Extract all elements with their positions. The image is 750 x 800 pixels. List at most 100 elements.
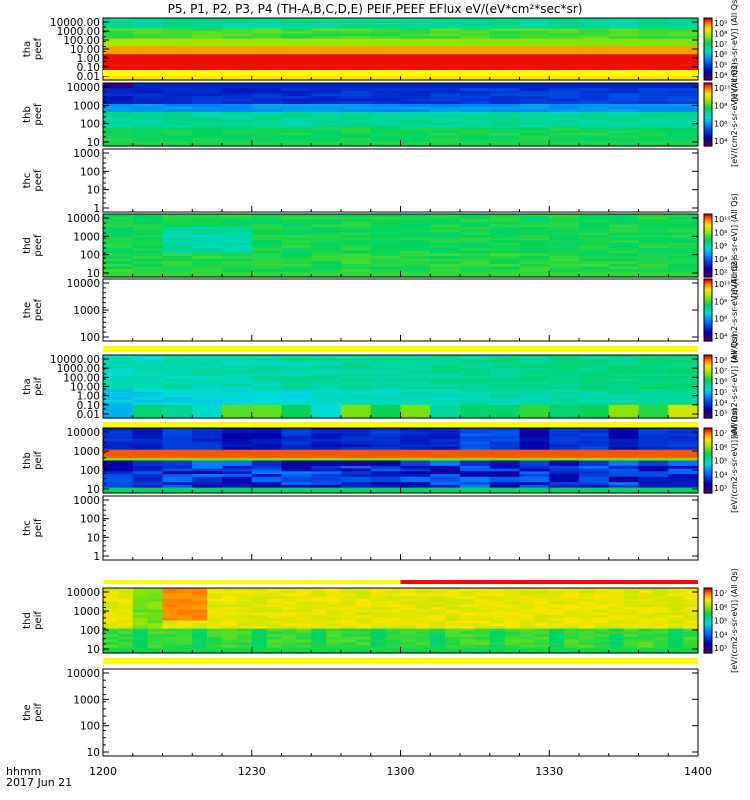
heat-cell xyxy=(474,609,491,613)
heat-cell xyxy=(489,235,521,239)
heat-cell xyxy=(534,612,550,616)
heat-cell xyxy=(668,18,699,22)
heat-cell xyxy=(370,394,402,398)
colorbar-cell xyxy=(704,137,712,141)
heat-cell xyxy=(489,455,521,459)
heat-cell xyxy=(489,64,521,68)
heat-cell xyxy=(132,106,164,110)
colorbar-cell xyxy=(704,648,712,652)
quality-flag-bar xyxy=(103,580,401,584)
heat-cell xyxy=(519,248,550,252)
heat-cell xyxy=(281,436,312,440)
heat-cell xyxy=(579,85,610,89)
heat-cell xyxy=(251,245,283,249)
colorbar-cell xyxy=(704,87,712,90)
heat-cell xyxy=(668,606,684,611)
heat-cell xyxy=(370,271,402,275)
heat-cell xyxy=(370,410,402,414)
heat-cell xyxy=(400,606,416,611)
heat-cell xyxy=(519,402,550,406)
heat-cell xyxy=(400,127,431,131)
heat-cell xyxy=(162,588,178,592)
heat-cell xyxy=(668,446,699,451)
y-axis-label: thd xyxy=(22,612,33,629)
heat-cell xyxy=(489,606,506,611)
heat-cell xyxy=(370,623,387,627)
heat-cell xyxy=(400,463,431,467)
heat-cell xyxy=(192,132,223,137)
heat-cell xyxy=(251,373,283,377)
heat-cell xyxy=(653,634,669,638)
heat-cell xyxy=(326,598,342,603)
heat-cell xyxy=(341,452,372,456)
heat-cell xyxy=(400,604,416,608)
heat-cell xyxy=(400,23,431,27)
heat-cell xyxy=(430,370,461,374)
colorbar-cell xyxy=(704,432,712,436)
heat-cell xyxy=(460,415,491,419)
heat-cell xyxy=(608,104,640,108)
heat-cell xyxy=(162,490,193,494)
heat-cell xyxy=(519,227,550,231)
heat-cell xyxy=(192,20,223,24)
heat-cell xyxy=(504,647,521,651)
heat-cell xyxy=(192,130,223,134)
heat-cell xyxy=(251,130,283,134)
heat-cell xyxy=(400,88,431,92)
colorbar-cell xyxy=(704,386,712,390)
heat-cell xyxy=(132,386,164,390)
heat-cell xyxy=(668,96,699,100)
heat-cell xyxy=(222,373,253,377)
heat-cell xyxy=(430,253,461,257)
heat-cell xyxy=(549,96,580,100)
colorbar-cell xyxy=(704,336,712,340)
heat-cell xyxy=(683,590,699,595)
heat-cell xyxy=(489,122,521,126)
heat-cell xyxy=(415,617,431,622)
heat-cell xyxy=(668,36,699,40)
heat-cell xyxy=(653,639,669,643)
heat-cell xyxy=(460,468,491,472)
heat-cell xyxy=(103,402,134,406)
heat-cell xyxy=(608,465,640,470)
heat-cell xyxy=(341,428,372,432)
heat-cell xyxy=(579,90,610,95)
heat-cell xyxy=(519,650,535,654)
heat-cell xyxy=(192,402,223,406)
heat-cell xyxy=(355,628,372,632)
heat-cell xyxy=(341,636,357,641)
y-tick-label: 10.00 xyxy=(70,382,100,394)
heat-cell xyxy=(192,628,208,632)
colorbar-cell xyxy=(704,376,712,379)
colorbar-tick-label: 10² xyxy=(714,268,727,277)
heat-cell xyxy=(400,132,431,137)
heat-cell xyxy=(608,402,640,406)
heat-cell xyxy=(236,620,253,624)
heat-cell xyxy=(251,258,283,262)
heat-cell xyxy=(103,634,119,638)
heat-cell xyxy=(132,25,164,29)
heat-cell xyxy=(103,457,134,462)
heat-cell xyxy=(579,436,610,440)
heat-cell xyxy=(311,455,342,459)
heat-cell xyxy=(519,127,550,131)
heat-cell xyxy=(608,596,625,600)
heat-cell xyxy=(251,117,283,121)
heat-cell xyxy=(370,620,387,624)
heat-cell xyxy=(192,625,208,630)
heat-cell xyxy=(222,355,253,359)
heat-cell xyxy=(460,615,476,619)
heat-cell xyxy=(132,85,164,89)
heat-cell xyxy=(103,397,134,401)
heat-cell xyxy=(222,415,253,419)
heat-cell xyxy=(103,650,119,654)
heat-cell xyxy=(460,433,491,437)
heat-cell xyxy=(311,357,342,361)
heat-cell xyxy=(341,357,372,361)
heat-cell xyxy=(400,274,431,278)
heat-cell xyxy=(668,647,684,651)
heat-cell xyxy=(103,381,134,385)
heat-cell xyxy=(489,33,521,37)
heat-cell xyxy=(281,23,312,27)
heat-cell xyxy=(579,647,595,651)
